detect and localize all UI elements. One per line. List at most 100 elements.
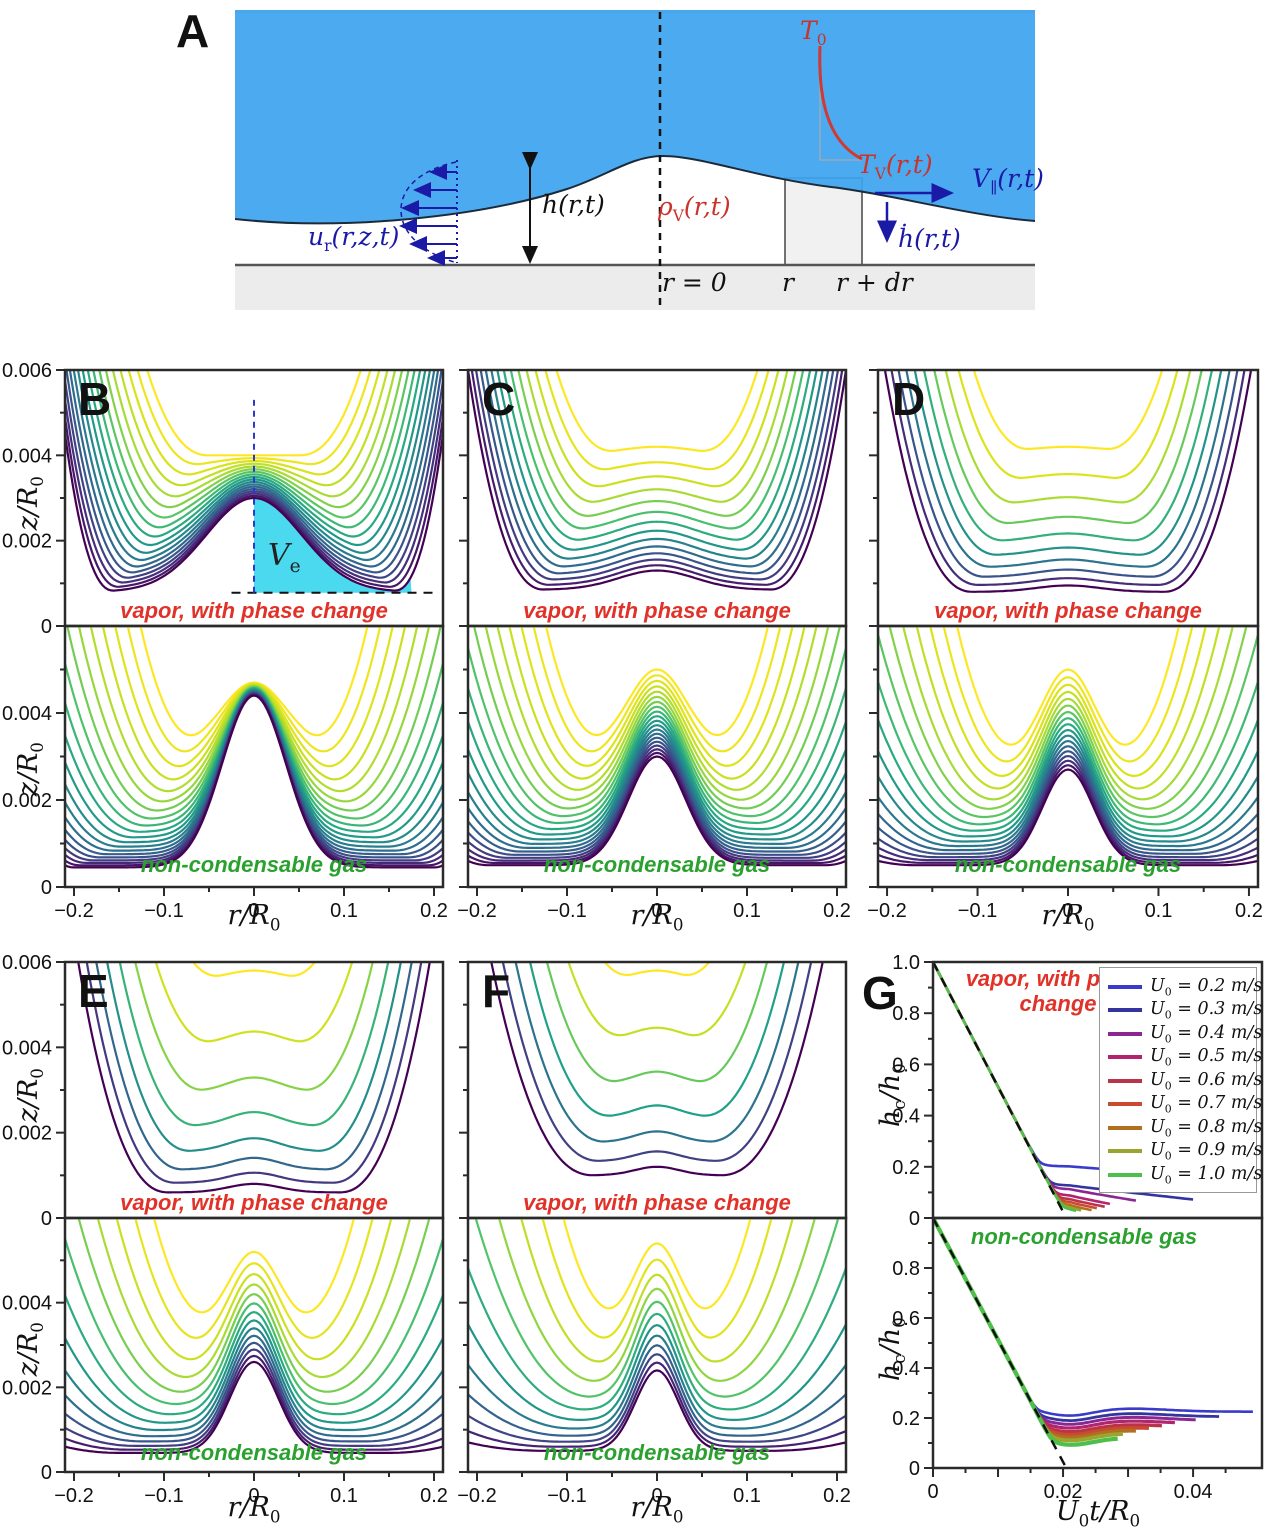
caption-e-bottom: non-condensable gas [140,1440,368,1465]
panel-D-top-curves [883,370,1253,593]
panel-D-bottom-curves [878,626,1258,867]
panel-G-bottom-curves [933,1218,1253,1468]
svg-text:0.2: 0.2 [420,1485,448,1507]
label-r0: r = 0 [662,268,727,297]
svg-text:0.2: 0.2 [823,1485,851,1507]
svg-text:0.2: 0.2 [823,900,851,922]
legend-item: U0 = 0.9 m/s [1108,1140,1262,1164]
ylabel-b-top: z/R0 [12,476,48,531]
panel-g-letter: G [862,967,898,1019]
panel-B-top-curves [65,370,443,594]
panel-f-letter: F [482,965,511,1017]
panel-E-top-curves [77,962,431,1194]
label-Vparallel: V∥(r,t) [972,164,1044,197]
panel-B-bottom-ticks [56,625,435,896]
caption-d-bottom: non-condensable gas [954,852,1182,877]
panel-G-top-ticks [924,961,933,1219]
panel-C-top-frame [466,368,848,628]
svg-text:−0.1: −0.1 [958,900,997,922]
panel-B-bottom-frame [63,624,445,889]
svg-text:0: 0 [41,1462,52,1484]
svg-text:0: 0 [41,1208,52,1230]
caption-f-bottom: non-condensable gas [543,1440,771,1465]
panel-e-letter: E [78,965,109,1017]
legend-line-swatch [1108,1149,1142,1154]
panel-c-letter: C [482,373,516,425]
legend-line-swatch [1108,1172,1142,1177]
svg-text:1.0: 1.0 [892,952,920,974]
legend-line-swatch [1108,1102,1142,1107]
panel-d-letter: D [892,373,926,425]
svg-text:0.002: 0.002 [2,790,52,812]
svg-text:0.04: 0.04 [1174,1481,1213,1503]
legend-line-swatch [1108,984,1142,989]
svg-text:0: 0 [927,1481,938,1503]
svg-text:0.8: 0.8 [892,1258,920,1280]
svg-text:0.006: 0.006 [2,360,52,382]
svg-text:0.1: 0.1 [1145,900,1173,922]
panel-C-top-ticks [459,369,468,627]
label-TV: TV(r,t) [858,150,933,183]
legend-item: U0 = 0.8 m/s [1108,1116,1262,1140]
panel-B-bottom-curves [65,626,443,869]
panel-G-bottom-ytick-labels: 0.8 0.6 0.4 0.2 0 [892,1258,920,1480]
label-rhoV: ρV(r,t) [658,192,731,225]
panel-C-top-curves [468,370,846,591]
caption-b-top: vapor, with phase change [120,598,388,623]
panel-B-bottom-ytick-labels: 0.004 0.002 0 [2,703,52,899]
svg-text:0: 0 [41,616,52,638]
legend-line-swatch [1108,1125,1142,1130]
panel-D-bottom-ticks [869,625,1250,896]
label-T0: T0 [800,16,827,49]
svg-text:0.004: 0.004 [2,1037,52,1059]
xlabel-d: r/R0 [1041,900,1095,935]
svg-text:0.6: 0.6 [892,1054,920,1076]
liquid-interface-line [235,154,1035,225]
svg-text:0.2: 0.2 [892,1157,920,1179]
panel-G-bottom-ticks [924,1217,1227,1477]
legend-line-swatch [1108,1055,1142,1060]
linear-drainage-dashed-line [933,1218,1068,1468]
xlabel-c: r/R0 [630,900,684,935]
panel-G-xtick-labels: 0 0.02 0.04 [927,1481,1212,1503]
caption-f-top: vapor, with phase change [523,1190,791,1215]
xlabel-f: r/R0 [630,1492,684,1527]
legend-item-label: U0 = 0.4 m/s [1150,1022,1263,1046]
panel-F-bottom-ticks [459,1217,838,1481]
panel-E-bottom-ytick-labels: 0.004 0.002 0 [2,1293,52,1484]
panel-G-top-curves [933,962,1227,1218]
svg-text:−0.2: −0.2 [457,900,496,922]
legend-line-swatch [1108,1031,1142,1036]
ylabel-e-bottom: z/R0 [12,1322,48,1377]
caption-c-top: vapor, with phase change [523,598,791,623]
svg-text:0.004: 0.004 [2,445,52,467]
panel-D-xtick-labels: −0.2 −0.1 0 0.1 0.2 [867,900,1263,922]
svg-text:0.1: 0.1 [733,900,761,922]
svg-text:0: 0 [41,877,52,899]
panel-E-bottom-curves [65,1218,443,1454]
legend-item: U0 = 0.4 m/s [1108,1022,1262,1046]
legend-item-label: U0 = 0.9 m/s [1150,1140,1263,1163]
svg-text:0.2: 0.2 [420,900,448,922]
label-r: r [782,268,794,297]
temperature-profile-curve [818,45,863,161]
label-rdr: r + dr [836,268,913,297]
legend: U0 = 0.2 m/s U0 = 0.3 m/s U0 = 0.4 m/s U0 =… [1099,967,1262,1193]
panel-F-xtick-labels: −0.2 −0.1 0 0.1 0.2 [457,1485,851,1507]
panel-b-letter: B [78,373,112,425]
legend-item: U0 = 0.2 m/s [1108,975,1262,999]
panel-B-top-ticks [56,369,65,627]
svg-text:0.1: 0.1 [330,1485,358,1507]
svg-text:0.002: 0.002 [2,1377,52,1399]
legend-item: U0 = 0.5 m/s [1108,1046,1262,1070]
svg-text:0.002: 0.002 [2,531,52,553]
svg-text:−0.2: −0.2 [54,900,93,922]
panel-B-xtick-labels: −0.2 −0.1 0 0.1 0.2 [54,900,448,922]
velocity-profile-envelope [400,161,457,263]
caption-e-top: vapor, with phase change [120,1190,388,1215]
svg-text:−0.2: −0.2 [867,900,906,922]
svg-text:0.004: 0.004 [2,703,52,725]
panel-C-chart: −0.2 −0.1 0 0.1 0.2 [457,368,851,922]
